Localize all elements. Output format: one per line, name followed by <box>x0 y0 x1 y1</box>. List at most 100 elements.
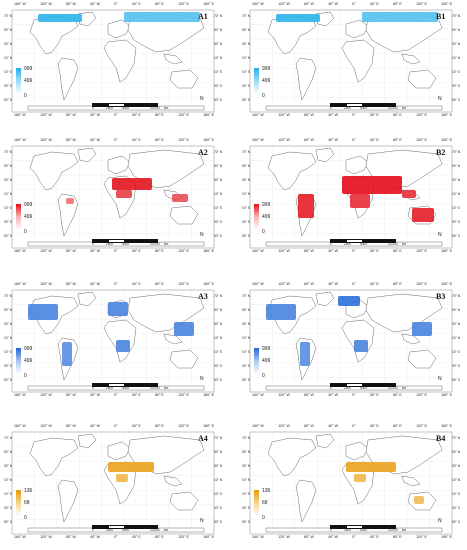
latitude-tick: 30° S <box>452 220 460 224</box>
longitude-tick: 80° E <box>155 249 164 253</box>
longitude-tick: 160° W <box>14 2 26 6</box>
latitude-ticks-left: 70° N 50° N 30° N 10° N 10° S 30° S 50° S <box>242 14 250 102</box>
latitude-tick: 70° N <box>214 294 223 298</box>
scale-label: 10,000 <box>150 386 160 390</box>
latitude-tick: 30° N <box>214 464 223 468</box>
longitude-tick: 0° <box>352 2 356 6</box>
land-europe <box>107 441 131 461</box>
longitude-tick: 80° W <box>304 424 314 428</box>
latitude-tick: 10° N <box>214 56 223 60</box>
legend-min: 0 <box>262 93 265 99</box>
longitude-tick: 120° E <box>416 424 427 428</box>
legend: 999 499 0 <box>16 66 40 100</box>
longitude-tick: 80° E <box>393 282 402 286</box>
panel-label: B1 <box>436 12 446 21</box>
latitude-tick: 30° N <box>214 178 223 182</box>
legend-colorbar <box>16 68 21 94</box>
latitude-tick: 30° N <box>4 42 13 46</box>
longitude-ticks-bottom: 160° W 120° W 80° W 40° W 0° 40° E 80° E 120° E… <box>252 393 452 400</box>
longitude-tick: 0° <box>114 138 118 142</box>
longitude-tick: 120° E <box>416 2 427 6</box>
longitude-ticks-bottom: 160° W 120° W 80° W 40° W 0° 40° E 80° E 120° E… <box>252 249 452 256</box>
latitude-ticks-left: 70° N 50° N 30° N 10° N 10° S 30° S 50° S <box>4 150 12 238</box>
longitude-tick: 80° E <box>155 138 164 142</box>
longitude-ticks-top: 160° W 120° W 80° W 40° W 0° 40° E 80° E 120° E… <box>252 138 452 145</box>
panel-label: B3 <box>436 292 446 301</box>
latitude-tick: 10° S <box>214 70 222 74</box>
scale-label: 2500 <box>344 528 352 532</box>
map-frame <box>249 289 453 393</box>
latitude-tick: 30° S <box>452 506 460 510</box>
longitude-tick: 80° W <box>304 393 314 397</box>
scale-label: 10,000 <box>388 386 398 390</box>
scale-label: 5000 <box>360 386 368 390</box>
legend: 999 499 0 <box>254 346 278 380</box>
longitude-tick: 160° E <box>203 393 214 397</box>
land-australia <box>169 349 199 369</box>
latitude-tick: 30° N <box>242 322 251 326</box>
latitude-tick: 10° N <box>242 336 251 340</box>
north-arrow-icon: N <box>200 376 204 382</box>
latitude-tick: 30° N <box>4 178 13 182</box>
scale-label: 2500 <box>106 106 114 110</box>
longitude-tick: 40° E <box>369 2 379 6</box>
longitude-tick: 80° W <box>66 282 76 286</box>
legend-min: 0 <box>262 373 265 379</box>
longitude-tick: 40° E <box>369 424 379 428</box>
latitude-ticks-right: 70° N 50° N 30° N 10° N 10° S 30° S 50° S <box>452 14 460 102</box>
land-greenland <box>77 433 97 449</box>
panel-label: A4 <box>198 434 208 443</box>
latitude-tick: 10° S <box>242 492 250 496</box>
longitude-tick: 40° E <box>369 282 379 286</box>
map-panel-b1: 160° W 120° W 80° W 40° W 0° 40° E 80° E 120° E… <box>242 2 460 120</box>
land-australia <box>169 491 199 511</box>
longitude-tick: 40° W <box>90 113 101 117</box>
legend-mid: 68 <box>24 500 30 506</box>
scale-bar: 0 2500 5000 10,000 km <box>92 238 170 247</box>
land-southAmerica <box>57 193 79 237</box>
legend-max: 999 <box>262 346 271 352</box>
land-seAsia <box>163 53 183 65</box>
scale-bar: 0 2500 5000 10,000 km <box>330 102 408 111</box>
legend-colorbar <box>254 204 259 230</box>
scale-label: 5000 <box>122 106 130 110</box>
longitude-tick: 40° E <box>369 113 379 117</box>
longitude-tick: 160° W <box>14 393 26 397</box>
value-region <box>174 322 194 336</box>
north-arrow-icon: N <box>438 518 442 524</box>
longitude-tick: 0° <box>114 249 118 253</box>
latitude-tick: 10° N <box>242 478 251 482</box>
longitude-tick: 80° E <box>393 249 402 253</box>
longitude-tick: 80° W <box>304 249 314 253</box>
longitude-ticks-top: 160° W 120° W 80° W 40° W 0° 40° E 80° E 120° E… <box>14 424 214 431</box>
longitude-tick: 80° E <box>393 424 402 428</box>
latitude-tick: 30° S <box>242 364 250 368</box>
longitude-tick: 120° E <box>416 393 427 397</box>
scale-bar: 0 2500 5000 10,000 km <box>330 238 408 247</box>
world-map <box>11 289 215 393</box>
longitude-tick: 80° W <box>66 393 76 397</box>
scale-bar: 0 2500 5000 10,000 km <box>330 524 408 533</box>
north-arrow-icon: N <box>438 232 442 238</box>
latitude-tick: 10° S <box>452 70 460 74</box>
map-panel-a4: 160° W 120° W 80° W 40° W 0° 40° E 80° E 120° E… <box>4 424 222 542</box>
longitude-tick: 0° <box>352 424 356 428</box>
land-greenland <box>77 147 97 163</box>
latitude-ticks-right: 70° N 50° N 30° N 10° N 10° S 30° S 50° S <box>452 436 460 524</box>
value-region <box>298 194 314 218</box>
latitude-tick: 10° N <box>4 478 13 482</box>
latitude-tick: 30° S <box>214 506 222 510</box>
longitude-tick: 120° W <box>278 138 290 142</box>
scale-label: 5000 <box>122 386 130 390</box>
longitude-tick: 80° E <box>393 138 402 142</box>
latitude-tick: 30° S <box>4 364 12 368</box>
north-arrow-icon: N <box>200 96 204 102</box>
latitude-tick: 50° S <box>242 98 250 102</box>
longitude-tick: 40° W <box>90 282 101 286</box>
latitude-tick: 70° N <box>214 436 223 440</box>
longitude-tick: 160° E <box>203 424 214 428</box>
longitude-tick: 120° E <box>178 249 189 253</box>
longitude-tick: 40° W <box>328 424 339 428</box>
longitude-tick: 80° W <box>304 113 314 117</box>
legend-max: 999 <box>24 346 33 352</box>
